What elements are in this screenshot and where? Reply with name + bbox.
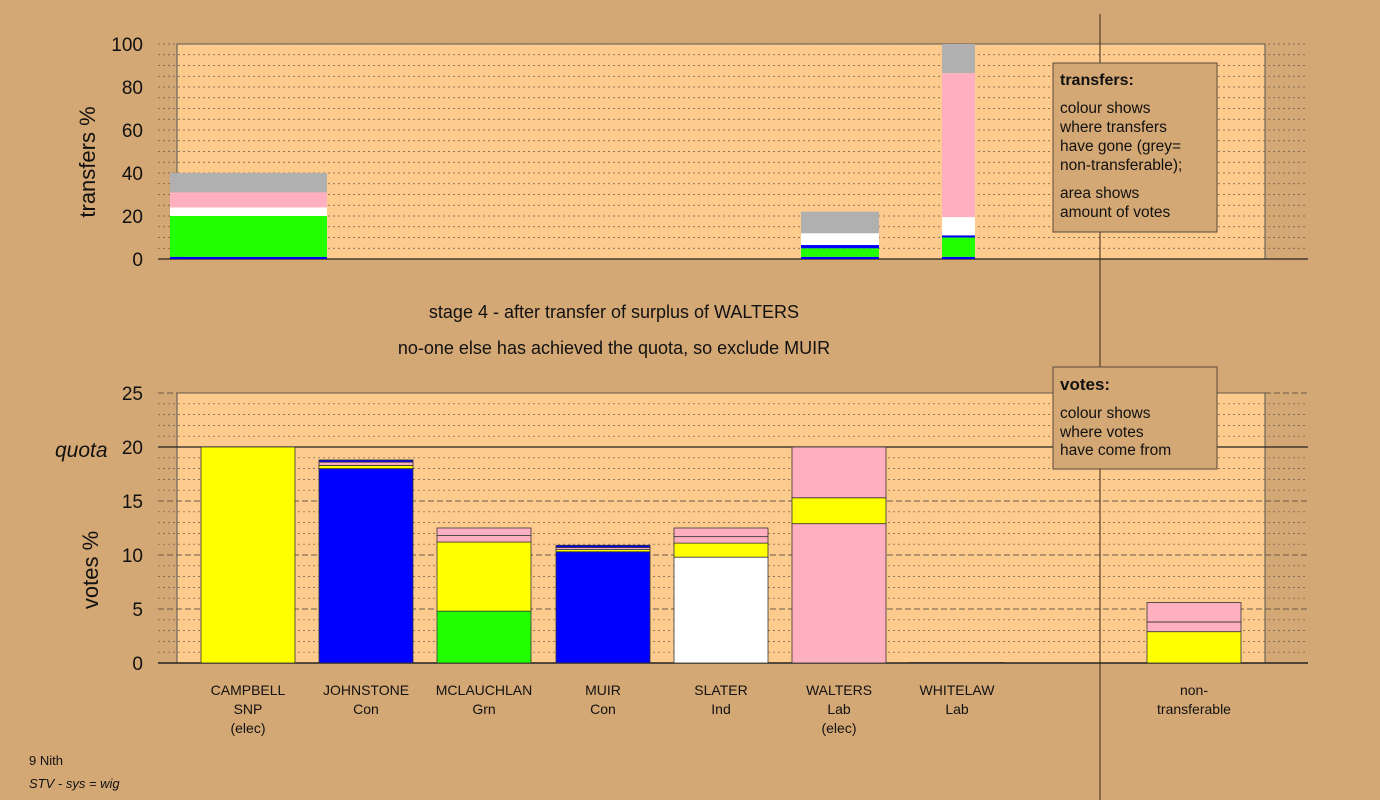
- votes-y-ticks: 0 5 10 15 20 25: [122, 384, 143, 675]
- transfers-legend: transfers: colour shows where transfers …: [1052, 62, 1218, 233]
- stage-heading: stage 4 - after transfer of surplus of W…: [429, 302, 799, 322]
- transfers-y-tick-label: 40: [122, 164, 143, 185]
- transfers-legend-line: area shows: [1060, 185, 1140, 202]
- quota-label: quota: [55, 439, 108, 462]
- votes-legend-line: where votes: [1059, 424, 1144, 441]
- transfers-bars: [170, 44, 975, 259]
- transfers-y-tick-label: 20: [122, 207, 143, 228]
- votes-bar-segment: [436, 527, 532, 536]
- transfers-bar-segment: [170, 207, 327, 216]
- votes-bar-segment: [555, 544, 651, 548]
- votes-category-label: CAMPBELL: [211, 682, 286, 698]
- transfers-y-tick-label: 100: [111, 35, 143, 56]
- transfers-bar-segment: [801, 256, 879, 259]
- transfers-legend-line: amount of votes: [1060, 204, 1171, 221]
- transfers-bar-segment: [942, 237, 975, 257]
- votes-y-tick-label: 20: [122, 438, 143, 459]
- transfers-bar-segment: [170, 192, 327, 208]
- votes-bar-segment: [436, 535, 532, 543]
- votes-bar-segment: [555, 551, 651, 664]
- votes-category-label: MUIR: [585, 682, 621, 698]
- transfers-legend-line: colour shows: [1060, 100, 1151, 117]
- votes-legend-line: have come from: [1060, 442, 1171, 459]
- transfers-bar-segment: [942, 217, 975, 236]
- votes-category-label: Lab: [945, 701, 969, 717]
- votes-category-labels: CAMPBELL SNP (elec) JOHNSTONE Con MCLAUCHLAN G…: [211, 682, 1232, 736]
- transfers-bar-segment: [801, 233, 879, 246]
- votes-legend-line: colour shows: [1060, 405, 1151, 422]
- votes-category-label: WHITELAW: [920, 682, 996, 698]
- votes-category-label: Grn: [472, 701, 495, 717]
- transfers-bar-segment: [942, 256, 975, 259]
- votes-legend-title: votes:: [1060, 375, 1110, 394]
- votes-bar-segment: [318, 468, 414, 664]
- votes-y-tick-label: 0: [132, 654, 143, 675]
- votes-y-tick-label: 10: [122, 546, 143, 567]
- votes-legend: votes: colour shows where votes have com…: [1052, 366, 1218, 470]
- votes-category-label: MCLAUCHLAN: [436, 682, 532, 698]
- votes-bar-segment: [318, 461, 414, 466]
- system-label: STV - sys = wig: [29, 776, 120, 791]
- transfers-bar-segment: [170, 256, 327, 259]
- votes-bar-segment: [1146, 602, 1242, 623]
- votes-bar-segment: [791, 497, 887, 525]
- votes-bar-segment: [200, 446, 296, 664]
- transfers-y-ticks: 0 20 40 60 80 100: [111, 35, 143, 271]
- transfers-legend-line: non-transferable);: [1060, 157, 1182, 174]
- transfers-y-tick-label: 80: [122, 78, 143, 99]
- transfers-legend-line: have gone (grey=: [1060, 138, 1181, 155]
- votes-bar-segment: [318, 459, 414, 463]
- votes-category-label: JOHNSTONE: [323, 682, 409, 698]
- transfers-bar-segment: [942, 73, 975, 218]
- votes-bar-segment: [1146, 631, 1242, 664]
- votes-bar-segment: [909, 662, 1005, 664]
- transfers-legend-line: where transfers: [1059, 119, 1167, 136]
- votes-category-label: WALTERS: [806, 682, 872, 698]
- votes-category-label: SNP: [234, 701, 263, 717]
- transfers-bar-segment: [801, 248, 879, 257]
- transfers-legend-box: [1052, 62, 1218, 233]
- transfers-legend-title: transfers:: [1060, 72, 1134, 89]
- votes-bar-segment: [318, 464, 414, 469]
- votes-category-label: Ind: [711, 701, 730, 717]
- transfers-bar-segment: [801, 211, 879, 234]
- transfers-bar-segment: [801, 245, 879, 249]
- transfers-bar-segment: [170, 216, 327, 257]
- exclusion-heading: no-one else has achieved the quota, so e…: [398, 338, 830, 358]
- votes-bar-segment: [673, 527, 769, 538]
- votes-category-label: Con: [353, 701, 379, 717]
- transfers-bar-segment: [942, 235, 975, 238]
- votes-legend-box: [1052, 366, 1218, 470]
- votes-category-label: SLATER: [694, 682, 747, 698]
- transfers-y-tick-label: 0: [132, 250, 143, 271]
- votes-category-label: (elec): [821, 720, 856, 736]
- transfers-bar-segment: [942, 44, 975, 74]
- votes-bar-segment: [791, 523, 887, 664]
- votes-y-tick-label: 5: [132, 600, 143, 621]
- votes-bar-segment: [673, 556, 769, 664]
- votes-category-label: transferable: [1157, 701, 1231, 717]
- votes-bar-segment: [1146, 621, 1242, 633]
- votes-bar-segment: [436, 610, 532, 664]
- votes-bar-segment: [673, 536, 769, 544]
- votes-category-label: non-: [1180, 682, 1208, 698]
- votes-category-label: (elec): [230, 720, 265, 736]
- votes-bar-segment: [436, 541, 532, 612]
- transfers-bar-segment: [170, 173, 327, 193]
- votes-category-label: Lab: [827, 701, 851, 717]
- votes-bar-segment: [673, 542, 769, 558]
- votes-y-axis-label: votes %: [78, 531, 103, 609]
- transfers-gridlines: [158, 43, 1308, 260]
- ward-label: 9 Nith: [29, 753, 63, 768]
- votes-y-tick-label: 15: [122, 492, 143, 513]
- transfers-y-axis-label: transfers %: [75, 106, 100, 217]
- transfers-y-tick-label: 60: [122, 121, 143, 142]
- votes-bars: [200, 446, 1242, 664]
- votes-y-tick-label: 25: [122, 384, 143, 405]
- votes-bar-segment: [791, 446, 887, 499]
- votes-category-label: Con: [590, 701, 616, 717]
